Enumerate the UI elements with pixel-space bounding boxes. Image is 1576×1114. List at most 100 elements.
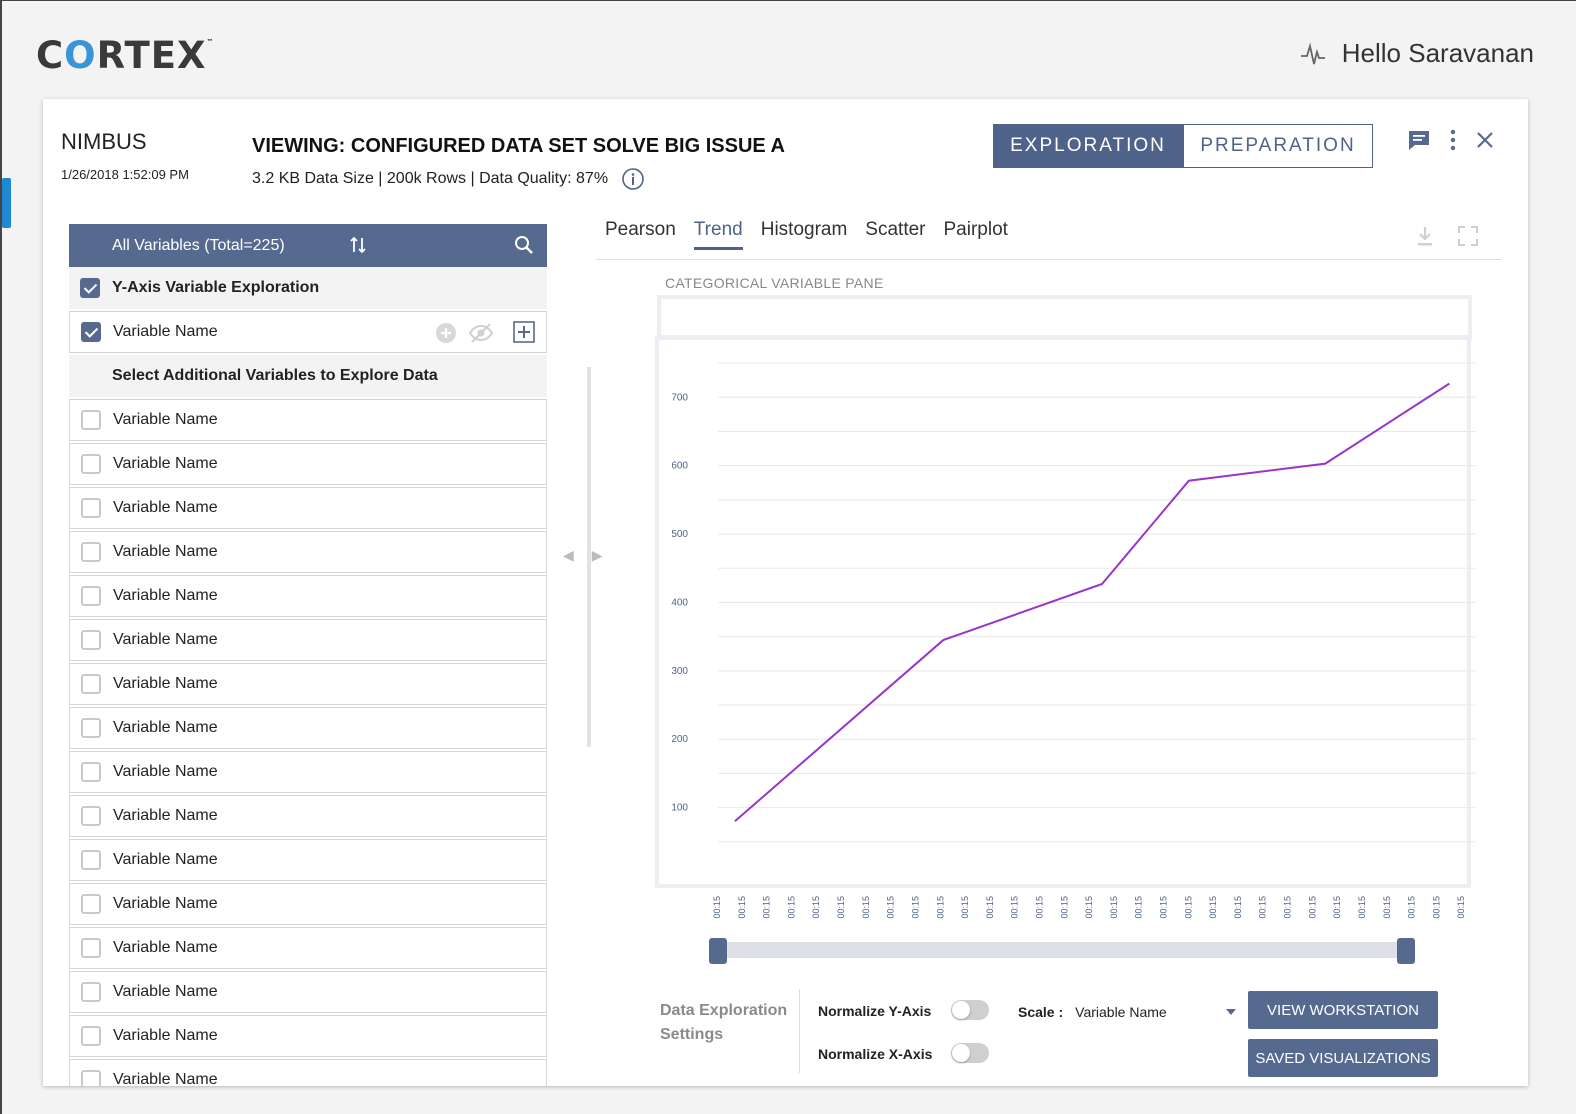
dataset-meta: 3.2 KB Data Size | 200k Rows | Data Qual… [252, 168, 644, 190]
saved-visualizations-button[interactable]: SAVED VISUALIZATIONS [1248, 1039, 1438, 1077]
tab-trend[interactable]: Trend [693, 219, 743, 250]
expand-right-icon[interactable]: ▶ [591, 547, 603, 563]
variable-label: Variable Name [113, 675, 218, 692]
pane-collapse-arrows: ◀ ▶ [563, 547, 603, 564]
range-slider[interactable] [709, 938, 1415, 964]
variable-checkbox[interactable] [81, 586, 101, 606]
x-axis-ticks: 00:15 00:15 00:15 00:15 00:15 00:15 00:15 00:15… [712, 896, 1466, 919]
variable-checkbox[interactable] [81, 454, 101, 474]
y-axis-checkbox[interactable] [80, 278, 100, 298]
pane-splitter[interactable] [587, 367, 591, 747]
variable-row[interactable]: Variable Name [69, 443, 547, 485]
variable-checkbox[interactable] [81, 674, 101, 694]
download-icon[interactable] [1415, 225, 1435, 247]
variable-row[interactable]: Variable Name [69, 487, 547, 529]
variable-checkbox[interactable] [81, 542, 101, 562]
variable-row[interactable]: Variable Name [69, 839, 547, 881]
chart-tabs: Pearson Trend Histogram Scatter Pairplot [605, 219, 1008, 250]
variable-row[interactable]: Variable Name [69, 663, 547, 705]
selected-variable-checkbox[interactable] [81, 322, 101, 342]
project-timestamp: 1/26/2018 1:52:09 PM [61, 167, 189, 182]
variable-checkbox[interactable] [81, 894, 101, 914]
comment-icon[interactable] [1407, 129, 1431, 151]
project-name: NIMBUS [61, 129, 147, 154]
variable-row[interactable]: Variable Name [69, 575, 547, 617]
variable-checkbox[interactable] [81, 806, 101, 826]
info-icon[interactable] [622, 168, 644, 190]
tabs-divider [596, 259, 1501, 260]
chart-toolbar [1415, 225, 1479, 247]
hide-eye-icon[interactable] [468, 322, 494, 344]
collapse-left-icon[interactable]: ◀ [563, 547, 574, 563]
variable-row[interactable]: Variable Name [69, 531, 547, 573]
sort-icon[interactable] [349, 235, 367, 255]
cortex-logo: CORTEX™ [36, 34, 215, 77]
x-tick-label: 00:15 [712, 896, 722, 919]
tab-pearson[interactable]: Pearson [605, 219, 676, 240]
x-tick-label: 00:15 [886, 896, 896, 919]
close-icon[interactable] [1475, 130, 1495, 150]
variable-row[interactable]: Variable Name [69, 707, 547, 749]
scale-label: Scale : [1018, 1004, 1064, 1020]
variable-label: Variable Name [113, 499, 218, 516]
categorical-pane[interactable] [657, 295, 1472, 339]
tab-scatter[interactable]: Scatter [865, 219, 926, 240]
range-slider-end-handle[interactable] [1397, 938, 1415, 964]
variable-row[interactable]: Variable Name [69, 1015, 547, 1057]
preparation-button[interactable]: PREPARATION [1183, 124, 1373, 168]
chart-series [734, 382, 1450, 823]
exploration-button[interactable]: EXPLORATION [993, 124, 1183, 168]
header-actions [1407, 129, 1495, 151]
x-tick-label: 00:15 [1357, 896, 1367, 919]
variable-checkbox[interactable] [81, 498, 101, 518]
more-vertical-icon[interactable] [1449, 129, 1457, 151]
variable-row[interactable]: Variable Name [69, 795, 547, 837]
variable-row[interactable]: Variable Name [69, 399, 547, 441]
variable-checkbox[interactable] [81, 762, 101, 782]
x-tick-label: 00:15 [910, 896, 920, 919]
range-slider-start-handle[interactable] [709, 938, 727, 964]
main-panel: NIMBUS 1/26/2018 1:52:09 PM VIEWING: CON… [43, 99, 1528, 1086]
user-greeting[interactable]: Hello Saravanan [1300, 38, 1534, 69]
variable-checkbox[interactable] [81, 850, 101, 870]
add-circle-icon[interactable] [435, 322, 457, 344]
search-icon[interactable] [514, 235, 534, 255]
variables-header-title: All Variables (Total=225) [112, 236, 285, 254]
x-tick-label: 00:15 [1034, 896, 1044, 919]
x-tick-label: 00:15 [811, 896, 821, 919]
normalize-x-toggle[interactable] [951, 1043, 989, 1063]
fullscreen-icon[interactable] [1457, 225, 1479, 247]
selected-variable-row[interactable]: Variable Name [69, 311, 547, 353]
y-tick-label: 700 [671, 392, 688, 403]
variable-checkbox[interactable] [81, 718, 101, 738]
variable-label: Variable Name [113, 763, 218, 780]
variable-label: Variable Name [113, 631, 218, 648]
x-tick-label: 00:15 [1233, 896, 1243, 919]
variable-checkbox[interactable] [81, 938, 101, 958]
variable-checkbox[interactable] [81, 630, 101, 650]
variable-row[interactable]: Variable Name [69, 883, 547, 925]
tab-pairplot[interactable]: Pairplot [943, 219, 1008, 240]
tab-histogram[interactable]: Histogram [760, 219, 848, 240]
scale-select-value: Variable Name [1075, 1004, 1167, 1020]
variable-row[interactable]: Variable Name [69, 619, 547, 661]
variable-checkbox[interactable] [81, 1070, 101, 1086]
settings-divider [799, 989, 800, 1073]
add-square-icon[interactable] [513, 321, 535, 343]
variable-row[interactable]: Variable Name [69, 751, 547, 793]
view-workstation-button[interactable]: VIEW WORKSTATION [1248, 991, 1438, 1029]
variable-row[interactable]: Variable Name [69, 927, 547, 969]
variable-checkbox[interactable] [81, 1026, 101, 1046]
variable-label: Variable Name [113, 1027, 218, 1044]
additional-variables-section: Select Additional Variables to Explore D… [69, 355, 547, 397]
variable-label: Variable Name [113, 983, 218, 1000]
x-tick-label: 00:15 [1407, 896, 1417, 919]
variable-checkbox[interactable] [81, 982, 101, 1002]
variable-checkbox[interactable] [81, 410, 101, 430]
series-line [734, 382, 1450, 823]
variable-row[interactable]: Variable Name [69, 971, 547, 1013]
scale-select[interactable]: Variable Name [1075, 1004, 1237, 1020]
x-tick-label: 00:15 [1307, 896, 1317, 919]
variable-row[interactable]: Variable Name [69, 1059, 547, 1086]
normalize-y-toggle[interactable] [951, 1000, 989, 1020]
